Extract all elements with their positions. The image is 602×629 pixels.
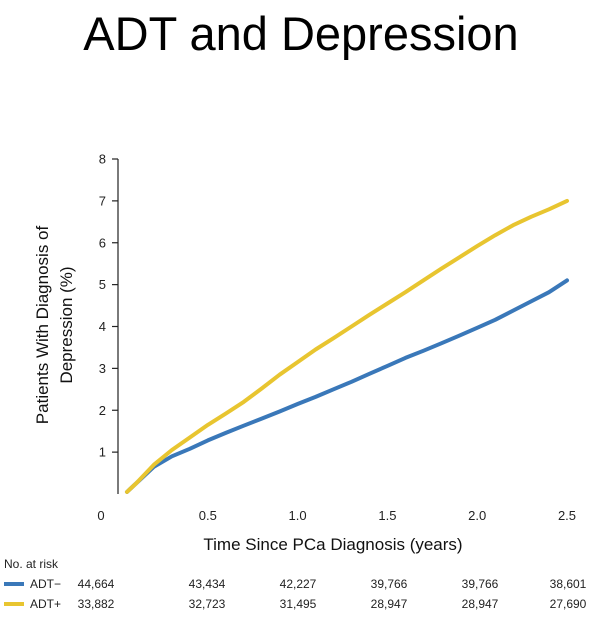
series-line-adt-minus <box>125 278 569 494</box>
y-tick-label: 2 <box>99 403 106 418</box>
y-tick-label: 4 <box>99 319 106 334</box>
slide-title: ADT and Depression <box>83 7 519 60</box>
y-tick-label: 1 <box>99 445 106 460</box>
x-tick-label: 1.0 <box>289 508 307 523</box>
at-risk-value: 42,227 <box>280 577 317 591</box>
at-risk-value: 38,601 <box>550 577 587 591</box>
x-tick-label: 2.5 <box>558 508 576 523</box>
at-risk-value: 43,434 <box>189 577 226 591</box>
x-axis-title: Time Since PCa Diagnosis (years) <box>203 535 462 554</box>
y-tick-label: 5 <box>99 277 106 292</box>
x-tick-label: 1.5 <box>378 508 396 523</box>
x-tick-label: 0.5 <box>199 508 217 523</box>
at-risk-value: 39,766 <box>371 577 408 591</box>
at-risk-value: 33,882 <box>78 597 115 611</box>
at-risk-value: 28,947 <box>371 597 408 611</box>
series-line-adt-plus <box>125 198 569 494</box>
y-axis-ticks: 1 2 3 4 5 6 7 8 <box>99 152 118 460</box>
chart-series <box>125 198 569 494</box>
at-risk-value: 28,947 <box>462 597 499 611</box>
at-risk-value: 31,495 <box>280 597 317 611</box>
y-axis-title-line-2: Depression (%) <box>57 266 76 383</box>
y-tick-label: 7 <box>99 193 106 208</box>
at-risk-row-label: ADT− <box>30 577 61 591</box>
at-risk-value: 27,690 <box>550 597 587 611</box>
y-tick-label: 3 <box>99 361 106 376</box>
y-tick-label: 8 <box>99 152 106 167</box>
x-axis-ticks: 0 0.5 1.0 1.5 2.0 2.5 <box>97 508 576 523</box>
at-risk-table: No. at risk ADT− 44,664 43,434 42,227 39,766 3… <box>4 557 587 611</box>
x-tick-label: 0 <box>97 508 104 523</box>
y-tick-label: 6 <box>99 235 106 250</box>
at-risk-value: 39,766 <box>462 577 499 591</box>
x-tick-label: 2.0 <box>468 508 486 523</box>
at-risk-value: 44,664 <box>78 577 115 591</box>
y-axis-title-line-1: Patients With Diagnosis of <box>33 226 52 425</box>
at-risk-row-label: ADT+ <box>30 597 61 611</box>
at-risk-header: No. at risk <box>4 557 59 571</box>
at-risk-value: 32,723 <box>189 597 226 611</box>
